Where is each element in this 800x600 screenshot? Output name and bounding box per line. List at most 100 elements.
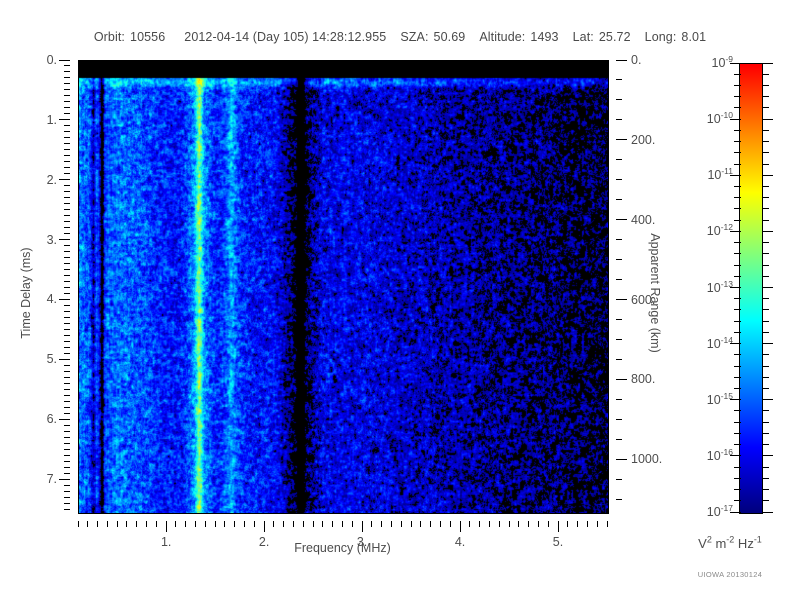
header-field-value-3: 1493 (530, 30, 559, 44)
colorbar-tick-label: 10-9 (711, 53, 733, 70)
y-minor-tick (64, 83, 70, 85)
y-minor-tick (64, 352, 70, 354)
colorbar-minor-tick-right (762, 242, 769, 244)
x-minor-tick (332, 521, 334, 527)
x-minor-tick (146, 521, 148, 527)
y2-minor-tick (616, 199, 622, 201)
colorbar-minor-tick-right (762, 219, 769, 221)
colorbar-major-tick-right (762, 174, 773, 176)
header-field-5: Long: 8.01 (645, 30, 707, 44)
colorbar-minor-tick-right (762, 163, 769, 165)
y2-major-tick (616, 299, 627, 301)
colorbar-minor-tick (734, 331, 741, 333)
colorbar-tick-exponent: -12 (720, 222, 733, 233)
y2-major-tick (616, 378, 627, 380)
colorbar-tick-exponent: -9 (725, 53, 733, 64)
colorbar-minor-tick (734, 219, 741, 221)
header-field-4: Lat: 25.72 (573, 30, 631, 44)
y-minor-tick (64, 472, 70, 474)
y-minor-tick (64, 203, 70, 205)
colorbar-minor-tick-right (762, 444, 769, 446)
y2-minor-tick (616, 159, 622, 161)
y-minor-tick (64, 370, 70, 372)
colorbar-tick-mantissa: 10 (706, 448, 721, 463)
y-major-tick (59, 478, 70, 480)
y-minor-tick (64, 316, 70, 318)
y2-major-tick (616, 219, 627, 221)
colorbar-tick-exponent: -11 (721, 166, 733, 177)
y2-major-tick (616, 458, 627, 460)
y2-minor-tick (616, 438, 622, 440)
header-field-label-5: Long: (644, 30, 677, 44)
y-minor-tick (64, 95, 70, 97)
x-minor-tick (136, 521, 138, 527)
colorbar-major-tick (730, 455, 741, 457)
unit-v: V (698, 536, 707, 551)
y-minor-tick (64, 340, 70, 342)
x-minor-tick (234, 521, 236, 527)
y-minor-tick (64, 263, 70, 265)
unit-hz: Hz (734, 536, 754, 551)
colorbar-tick-label: 10-10 (706, 109, 733, 127)
x-minor-tick (77, 521, 79, 527)
x-minor-tick (87, 521, 89, 527)
x-minor-tick (351, 521, 353, 527)
colorbar-major-tick (730, 343, 741, 345)
colorbar-tick-labels: 10-9 10-10 10-11 10-12 10-13 10-14 10-15 10-16 1… (678, 55, 773, 519)
y2-axis-tick-labels: 0. 200. 400. 600. 800. 1000. (616, 53, 676, 512)
colorbar-minor-tick (734, 84, 741, 86)
y-minor-tick (64, 221, 70, 223)
colorbar-minor-tick-right (762, 365, 769, 367)
y-minor-tick (64, 442, 70, 444)
y-minor-tick (64, 125, 70, 127)
y-tick-label: 6. (46, 412, 57, 427)
x-minor-tick (195, 521, 197, 527)
y-minor-tick (64, 233, 70, 235)
header-field-value-1: 2012-04-14 (Day 105) 14:28:12.955 (184, 30, 387, 44)
header-field-value-5: 8.01 (681, 30, 707, 44)
y-minor-tick (64, 65, 70, 67)
colorbar-minor-tick-right (762, 197, 769, 199)
colorbar-gradient (740, 64, 762, 513)
x-minor-tick (430, 521, 432, 527)
y2-tick-label: 200. (631, 132, 656, 147)
y2-minor-tick (616, 478, 622, 480)
y2-minor-tick (616, 179, 622, 181)
colorbar-minor-tick (734, 444, 741, 446)
y2-minor-tick (616, 319, 622, 321)
header-field-label-3: Altitude: (479, 30, 526, 44)
x-minor-tick (381, 521, 383, 527)
x-minor-tick (312, 521, 314, 527)
colorbar-major-tick (730, 511, 741, 513)
colorbar-tick-exponent: -10 (720, 109, 733, 120)
colorbar-minor-tick (734, 197, 741, 199)
y2-minor-tick (616, 259, 622, 261)
y2-major-tick (616, 59, 627, 61)
y-minor-tick (64, 328, 70, 330)
colorbar-minor-tick (734, 365, 741, 367)
header-field-label-0: Orbit: (93, 30, 126, 44)
y-minor-tick (64, 143, 70, 145)
x-tick-label: 3. (356, 535, 368, 549)
x-minor-tick (253, 521, 255, 527)
colorbar-major-tick-right (762, 343, 773, 345)
y-minor-tick (64, 71, 70, 73)
colorbar-tick-mantissa: 10 (706, 112, 721, 127)
header-field-2: SZA: 50.69 (400, 30, 465, 44)
x-minor-tick (322, 521, 324, 527)
y-minor-tick (64, 275, 70, 277)
x-minor-tick (518, 521, 520, 527)
x-major-tick (165, 521, 167, 532)
y-axis-title: Time Delay (ms) (19, 247, 33, 339)
colorbar-unit-label: V2 m-2 Hz-1 (660, 535, 800, 551)
colorbar-minor-tick-right (762, 421, 769, 423)
x-major-tick (361, 521, 363, 532)
y-tick-label: 5. (46, 352, 57, 367)
x-tick-label: 2. (258, 535, 270, 549)
y-minor-tick (64, 251, 70, 253)
colorbar-minor-tick (734, 489, 741, 491)
colorbar-tick-mantissa: 10 (711, 56, 726, 70)
metadata-header: Orbit: 10556 2012-04-14 (Day 105) 14:28:12… (0, 30, 800, 44)
y-minor-tick (64, 149, 70, 151)
